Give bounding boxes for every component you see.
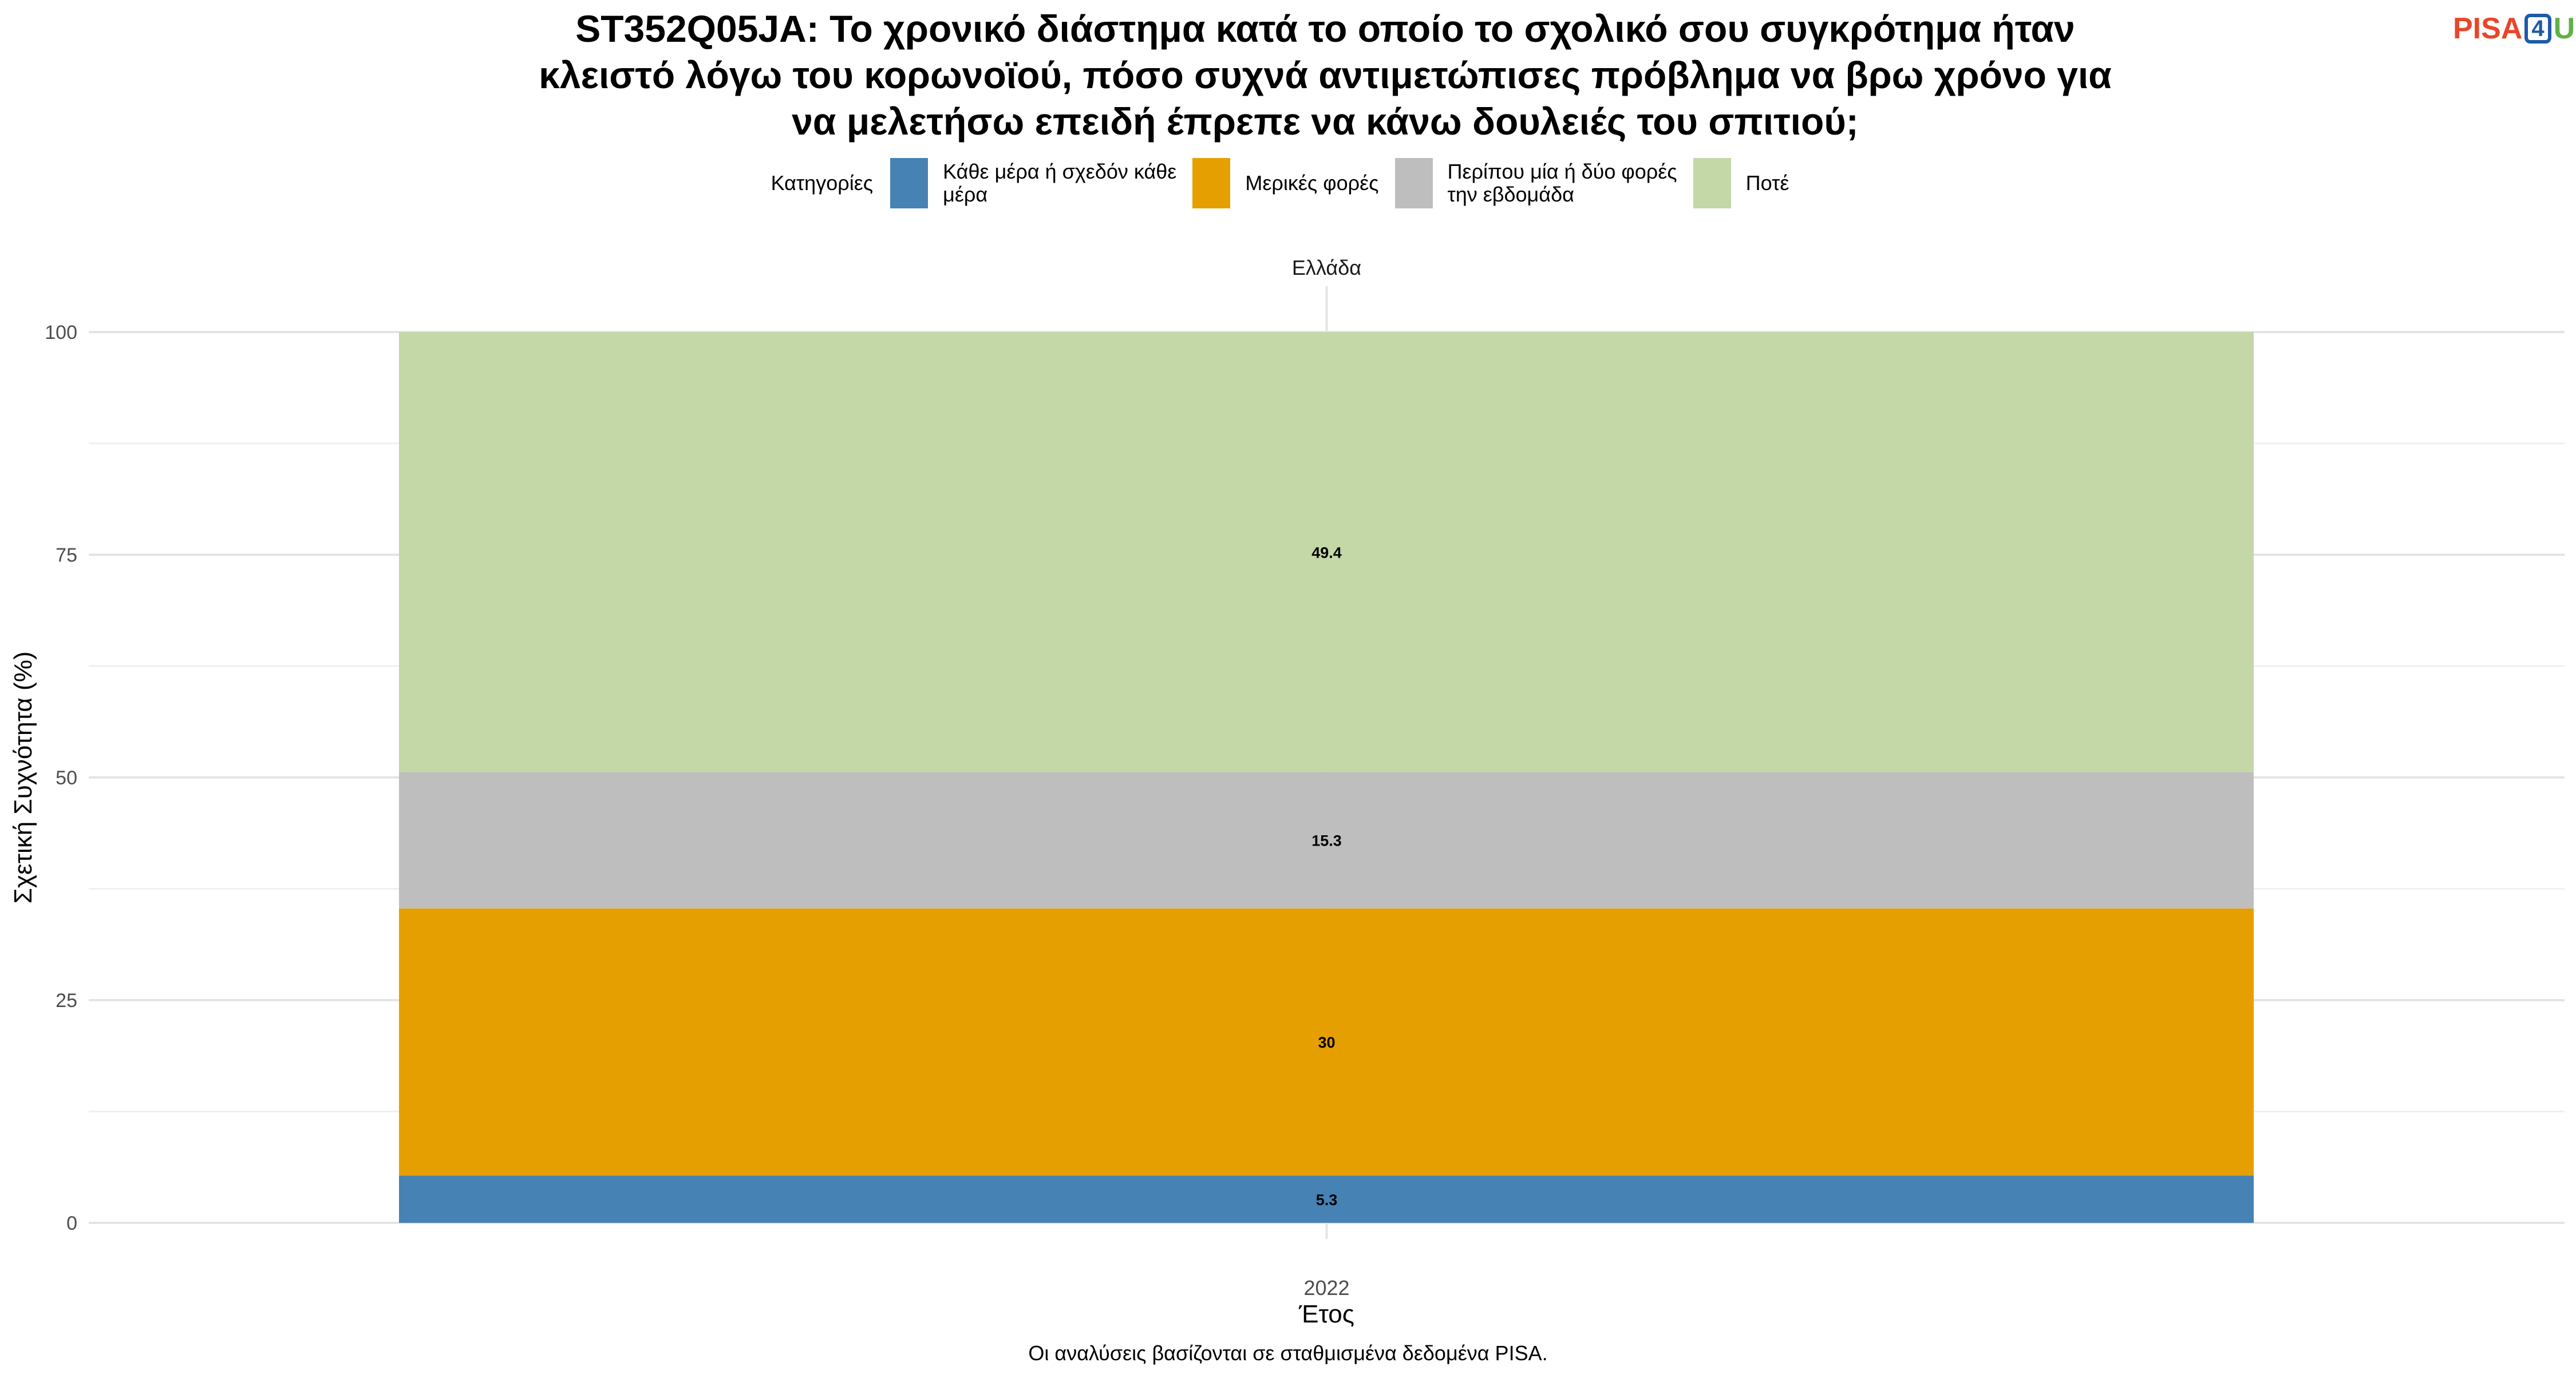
y-tick-label: 75 bbox=[56, 544, 77, 566]
chart-title: ST352Q05JA: Το χρονικό διάστημα κατά το … bbox=[401, 6, 2250, 145]
y-tick-label: 50 bbox=[56, 767, 77, 789]
data-label: 49.4 bbox=[1311, 544, 1342, 561]
legend-item: Μερικές φορές bbox=[1192, 158, 1379, 208]
y-tick-label: 25 bbox=[56, 990, 77, 1012]
logo-part-4: 4 bbox=[2524, 14, 2551, 44]
footer-note: Οι αναλύσεις βασίζονται σε σταθμισμένα δ… bbox=[1028, 1341, 1548, 1365]
legend-item: Κάθε μέρα ή σχεδόν κάθε μέρα bbox=[890, 158, 1176, 208]
x-axis-title: Έτος bbox=[1298, 1300, 1354, 1328]
legend-item: Περίπου μία ή δύο φορές την εβδομάδα bbox=[1394, 158, 1677, 208]
legend-label: Ποτέ bbox=[1745, 171, 1789, 195]
data-label: 15.3 bbox=[1311, 832, 1342, 850]
legend-color-key bbox=[1394, 158, 1433, 208]
y-tick-label: 100 bbox=[45, 322, 77, 344]
legend-title: Κατηγορίες bbox=[771, 171, 874, 195]
title-line-2: κλειστό λόγω του κορωνοϊού, πόσο συχνά α… bbox=[539, 54, 2112, 96]
logo-part-u: U bbox=[2553, 12, 2575, 45]
data-label: 30 bbox=[1318, 1034, 1335, 1051]
legend-label: Κάθε μέρα ή σχεδόν κάθε μέρα bbox=[943, 160, 1177, 206]
legend-color-key bbox=[1192, 158, 1231, 208]
logo-part-pisa: PISA bbox=[2453, 12, 2523, 45]
bar-segment bbox=[399, 908, 2254, 1176]
y-tick-label: 0 bbox=[66, 1213, 77, 1234]
bar-segment bbox=[399, 772, 2254, 909]
y-axis-title: Σχετική Συχνότητα (%) bbox=[9, 652, 37, 904]
title-line-3: να μελετήσω επειδή έπρεπε να κάνω δουλει… bbox=[792, 100, 1859, 143]
chart-legend: Κατηγορίες Κάθε μέρα ή σχεδόν κάθε μέρα Μ… bbox=[0, 156, 2576, 211]
x-tick-label: 2022 bbox=[1303, 1276, 1349, 1300]
legend-color-key bbox=[1693, 158, 1731, 208]
facet-label: Ελλάδα bbox=[1292, 256, 1361, 279]
pisa4u-logo: PISA 4 U bbox=[2453, 9, 2575, 49]
legend-color-key bbox=[890, 158, 929, 208]
legend-item: Ποτέ bbox=[1693, 158, 1789, 208]
bar-segment bbox=[399, 1175, 2254, 1223]
title-line-1: ST352Q05JA: Το χρονικό διάστημα κατά το … bbox=[575, 7, 2075, 50]
bar-segment bbox=[399, 332, 2254, 772]
legend-label: Περίπου μία ή δύο φορές την εβδομάδα bbox=[1447, 160, 1677, 206]
data-label: 5.3 bbox=[1316, 1191, 1338, 1209]
legend-label: Μερικές φορές bbox=[1245, 171, 1379, 195]
